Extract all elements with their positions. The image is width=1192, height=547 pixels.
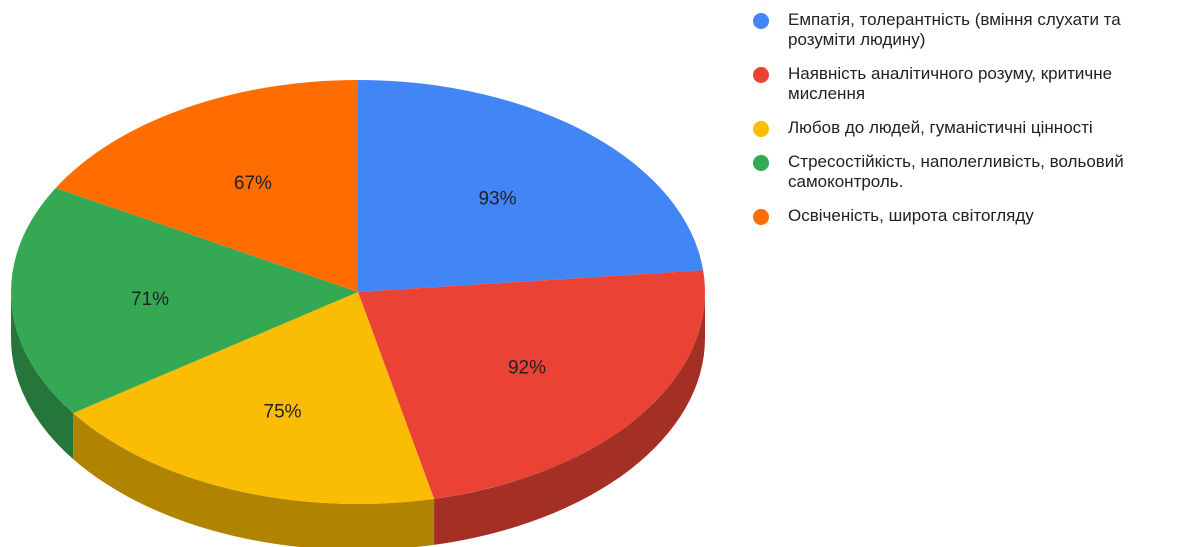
data-label-stress-resistance: 71%	[131, 289, 169, 310]
legend-label: Наявність аналітичного розуму, критичне …	[788, 64, 1113, 103]
pie-side-stress-resistance	[11, 292, 74, 460]
legend-label: Освіченість, широта світогляду	[788, 206, 1034, 225]
legend-label: Любов до людей, гуманістичні цінності	[788, 118, 1093, 137]
legend-label: Стресостійкість, наполегливість, вольови…	[788, 152, 1124, 191]
legend-item-stress-resistance: Стресостійкість, наполегливість, вольови…	[748, 152, 1188, 192]
legend-swatch	[753, 121, 769, 137]
pie-sides	[11, 292, 705, 547]
data-label-erudition: 67%	[234, 173, 272, 194]
pie-tops	[11, 80, 705, 504]
pie-labels: 93% 92% 75% 71% 67%	[131, 173, 546, 422]
pie-side-love-of-people	[73, 413, 435, 547]
legend-swatch	[753, 67, 769, 83]
pie-slice-stress-resistance	[11, 187, 358, 414]
pie-slice-analytical-mind	[358, 270, 705, 499]
pie-slice-erudition	[55, 80, 359, 292]
pie-side-analytical-mind	[434, 292, 705, 545]
pie-chart-plot: 93% 92% 75% 71% 67%	[11, 80, 705, 547]
chart-legend: Емпатія, толерантність (вміння слухати т…	[748, 10, 1188, 240]
legend-item-empathy: Емпатія, толерантність (вміння слухати т…	[748, 10, 1188, 50]
legend-item-analytical-mind: Наявність аналітичного розуму, критичне …	[748, 64, 1188, 104]
legend-swatch	[753, 155, 769, 171]
pie-slice-empathy	[358, 80, 704, 292]
legend-item-love-of-people: Любов до людей, гуманістичні цінності	[748, 118, 1188, 138]
legend-item-erudition: Освіченість, широта світогляду	[748, 206, 1188, 226]
legend-swatch	[753, 209, 769, 225]
legend-swatch	[753, 13, 769, 29]
data-label-love-of-people: 75%	[264, 402, 302, 423]
data-label-empathy: 93%	[478, 189, 516, 210]
pie-slice-love-of-people	[73, 292, 435, 504]
legend-label: Емпатія, толерантність (вміння слухати т…	[788, 10, 1121, 49]
data-label-analytical-mind: 92%	[508, 357, 546, 378]
